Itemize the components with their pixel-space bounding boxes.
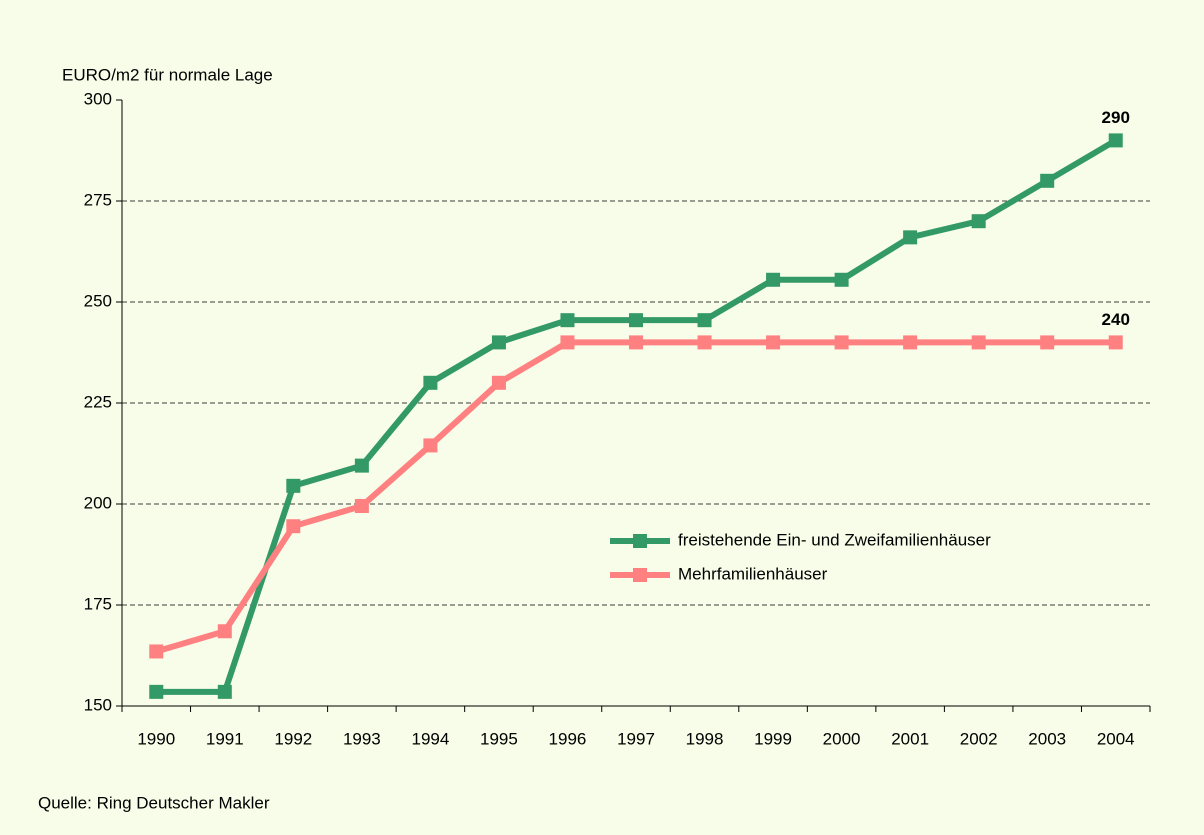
marker [834,335,849,350]
marker [629,335,643,350]
x-tick-label: 1993 [343,729,381,748]
marker [766,272,781,287]
y-axis-label: EURO/m2 für normale Lage [62,65,273,84]
marker [697,313,712,328]
legend-marker [633,568,647,582]
source: Quelle: Ring Deutscher Makler [38,793,270,812]
marker [423,438,438,453]
y-tick-label: 150 [84,695,112,714]
y-tick-label: 175 [84,594,112,613]
y-tick-label: 225 [84,392,112,411]
marker [149,644,164,659]
x-tick-label: 1998 [686,729,724,748]
marker [834,272,849,287]
x-tick-label: 1995 [480,729,518,748]
marker [971,214,986,229]
value-label: 290 [1102,108,1130,127]
marker [903,335,918,350]
x-tick-label: 2004 [1097,729,1135,748]
x-tick-label: 1990 [137,729,175,748]
legend-label: freistehende Ein- und Zweifamilienhäuser [678,530,991,549]
x-tick-label: 2002 [960,729,998,748]
marker [354,458,369,473]
marker [697,335,712,350]
marker [1108,133,1123,148]
marker [560,335,575,350]
marker [286,478,301,493]
y-tick-label: 275 [84,190,112,209]
marker [1108,335,1123,350]
x-tick-label: 2000 [823,729,861,748]
marker [766,335,781,350]
legend-label: Mehrfamilienhäuser [678,564,828,583]
x-tick-label: 1991 [206,729,244,748]
value-label: 240 [1102,310,1130,329]
marker [354,499,369,514]
marker [491,375,506,390]
y-tick-label: 300 [84,89,112,108]
legend-marker [633,534,647,548]
marker [971,335,986,350]
marker [629,313,643,328]
x-tick-label: 1992 [274,729,312,748]
x-tick-label: 1994 [411,729,449,748]
x-tick-label: 1997 [617,729,655,748]
x-tick-label: 1999 [754,729,792,748]
y-tick-label: 200 [84,493,112,512]
x-tick-label: 2003 [1028,729,1066,748]
x-tick-label: 1996 [549,729,587,748]
y-tick-label: 250 [84,291,112,310]
marker [217,684,232,699]
marker [149,684,164,699]
marker [286,519,301,534]
marker [1040,335,1055,350]
marker [560,313,575,328]
marker [903,230,918,245]
x-tick-label: 2001 [891,729,929,748]
marker [1040,173,1055,188]
marker [491,335,506,350]
marker [423,375,438,390]
marker [217,624,232,639]
